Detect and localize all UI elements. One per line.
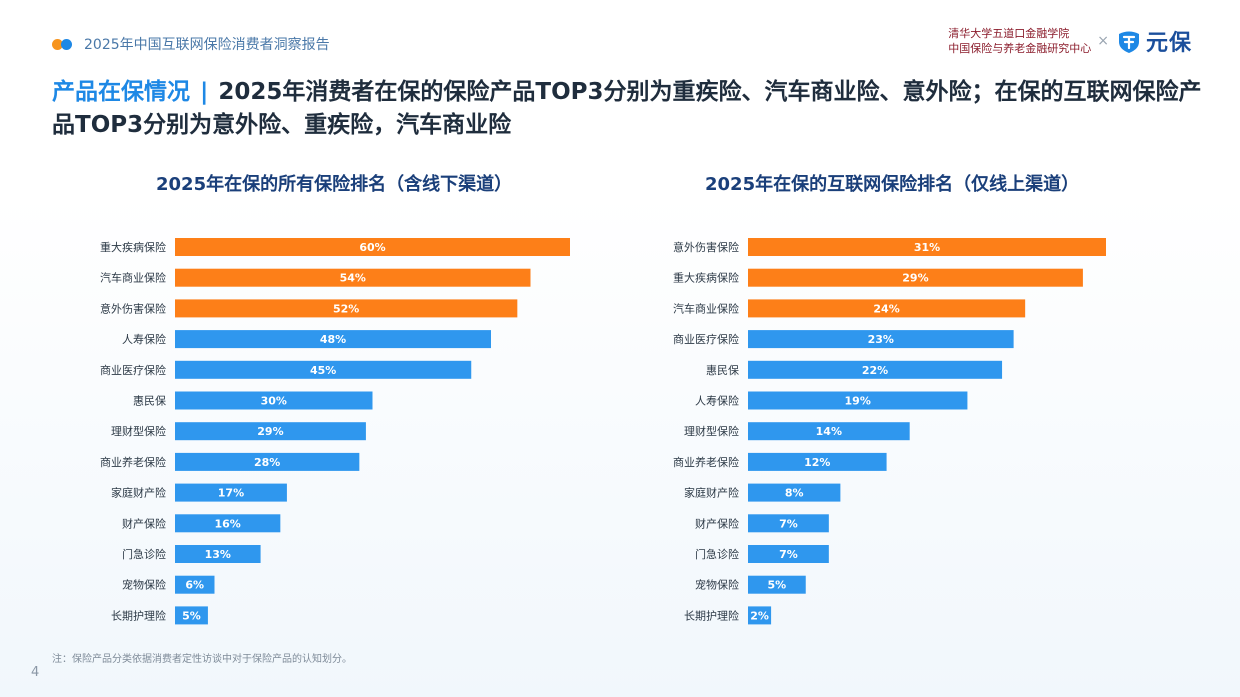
online-value-label: 29% — [902, 272, 928, 285]
all-channels-bar — [175, 268, 531, 287]
all-channels-value-label: 16% — [214, 517, 240, 530]
online-category-label: 长期护理险 — [684, 608, 739, 622]
online-category-label: 重大疾病保险 — [673, 271, 739, 285]
all-channels-value-label: 48% — [320, 333, 346, 346]
online-bar — [748, 299, 1026, 318]
bar-chart-all-channels: 重大疾病保险 60% 汽车商业保险 54% 意外伤害保险 52% 人寿保险 48% 商业医疗保险… — [100, 238, 570, 625]
all-channels-category-label: 意外伤害保险 — [100, 301, 166, 315]
brand-dots-icon — [52, 37, 76, 51]
report-header: 2025年中国互联网保险消费者洞察报告 — [52, 34, 330, 54]
online-bar — [748, 514, 829, 533]
all-channels-bar — [175, 330, 491, 349]
all-channels-value-label: 29% — [257, 425, 283, 438]
online-category-label: 财产保险 — [695, 516, 739, 530]
online-bar — [748, 360, 1003, 379]
online-value-label: 22% — [862, 364, 888, 377]
online-bar — [748, 238, 1106, 256]
all-channels-value-label: 13% — [205, 548, 231, 561]
footnote: 注：保险产品分类依据消费者定性访谈中对于保险产品的认知划分。 — [52, 654, 352, 665]
all-channels-category-label: 长期护理险 — [111, 608, 166, 622]
cross-icon: × — [1097, 33, 1109, 49]
all-channels-category-label: 财产保险 — [122, 516, 166, 530]
online-bar — [748, 483, 841, 502]
all-channels-value-label: 17% — [218, 487, 244, 500]
online-category-label: 汽车商业保险 — [673, 301, 739, 315]
all-channels-bar — [175, 360, 472, 379]
online-value-label: 2% — [750, 609, 769, 622]
all-channels-value-label: 28% — [254, 456, 280, 469]
all-channels-value-label: 45% — [310, 364, 336, 377]
all-channels-category-label: 家庭财产险 — [111, 486, 166, 500]
all-channels-bar — [175, 299, 518, 318]
online-bar — [748, 545, 829, 563]
all-channels-category-label: 宠物保险 — [122, 578, 166, 592]
yuanbao-logo-icon — [1118, 31, 1139, 53]
all-channels-category-label: 商业医疗保险 — [100, 363, 166, 377]
online-bar — [748, 330, 1014, 349]
online-bar — [748, 422, 910, 441]
all-channels-bar — [175, 452, 360, 471]
all-channels-bar — [175, 391, 373, 410]
all-channels-category-label: 人寿保险 — [122, 332, 166, 346]
online-category-label: 门急诊险 — [695, 547, 739, 561]
online-value-label: 31% — [914, 241, 940, 254]
all-channels-bar — [175, 575, 215, 594]
all-channels-category-label: 理财型保险 — [111, 424, 166, 438]
partner-institution: 清华大学五道口金融学院 中国保险与养老金融研究中心 — [948, 26, 1091, 56]
chart-title-online: 2025年在保的互联网保险排名（仅线上渠道） — [705, 174, 1080, 195]
online-category-label: 惠民保 — [706, 363, 739, 377]
all-channels-category-label: 汽车商业保险 — [100, 271, 166, 285]
all-channels-category-label: 门急诊险 — [122, 547, 166, 561]
all-channels-value-label: 52% — [333, 302, 359, 315]
headline-key: 产品在保情况 — [52, 79, 190, 105]
online-value-label: 19% — [845, 395, 871, 408]
report-title: 2025年中国互联网保险消费者洞察报告 — [84, 37, 330, 53]
online-value-label: 14% — [816, 425, 842, 438]
all-channels-value-label: 6% — [185, 579, 204, 592]
partner-line-2: 中国保险与养老金融研究中心 — [948, 42, 1092, 55]
all-channels-value-label: 60% — [359, 241, 385, 254]
all-channels-bar — [175, 422, 366, 441]
online-category-label: 人寿保险 — [695, 394, 739, 408]
online-bar — [748, 268, 1083, 287]
all-channels-bar — [175, 606, 208, 625]
online-value-label: 23% — [868, 333, 894, 346]
online-category-label: 商业医疗保险 — [673, 332, 739, 346]
all-channels-value-label: 30% — [261, 395, 287, 408]
online-category-label: 商业养老保险 — [673, 455, 739, 469]
all-channels-value-label: 54% — [340, 272, 366, 285]
online-category-label: 家庭财产险 — [684, 486, 739, 500]
headline-text: 2025年消费者在保的保险产品TOP3分别为重疾险、汽车商业险、意外险；在保的互… — [52, 79, 1202, 138]
all-channels-bar — [175, 483, 287, 502]
online-value-label: 12% — [804, 456, 830, 469]
all-channels-category-label: 重大疾病保险 — [100, 240, 166, 254]
online-bar — [748, 575, 806, 594]
online-value-label: 5% — [768, 579, 787, 592]
online-bar — [748, 391, 968, 410]
all-channels-category-label: 惠民保 — [133, 394, 166, 408]
online-value-label: 7% — [779, 517, 798, 530]
all-channels-value-label: 5% — [182, 609, 201, 622]
online-category-label: 意外伤害保险 — [673, 240, 739, 254]
partner-line-1: 清华大学五道口金融学院 — [948, 27, 1070, 40]
partner-logos: 清华大学五道口金融学院 中国保险与养老金融研究中心 × 元保 — [948, 25, 1192, 57]
brand-name: 元保 — [1145, 31, 1192, 56]
chart-title-all-channels: 2025年在保的所有保险排名（含线下渠道） — [156, 174, 513, 195]
online-bar — [748, 606, 772, 625]
online-bar — [748, 452, 887, 471]
online-value-label: 8% — [785, 487, 804, 500]
online-value-label: 7% — [779, 548, 798, 561]
headline-separator: | — [200, 79, 209, 105]
all-channels-bar — [175, 238, 570, 256]
online-value-label: 24% — [873, 302, 899, 315]
all-channels-bar — [175, 545, 261, 563]
page-number: 4 — [31, 665, 40, 680]
online-category-label: 宠物保险 — [695, 578, 739, 592]
all-channels-category-label: 商业养老保险 — [100, 455, 166, 469]
page-headline: 产品在保情况 | 2025年消费者在保的保险产品TOP3分别为重疾险、汽车商业险、意… — [52, 76, 1212, 142]
all-channels-bar — [175, 514, 281, 533]
online-category-label: 理财型保险 — [684, 424, 739, 438]
